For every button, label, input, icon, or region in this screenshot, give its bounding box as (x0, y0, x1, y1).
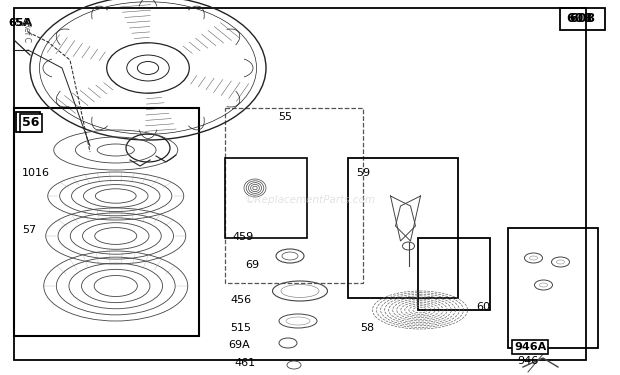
Text: 456: 456 (230, 295, 251, 305)
Text: 608: 608 (566, 12, 592, 25)
Text: 461: 461 (234, 358, 255, 368)
Text: 65A: 65A (8, 18, 32, 28)
Bar (560, 8, 605, 30)
Bar (508, 228, 598, 348)
Bar (348, 158, 458, 298)
Bar (225, 158, 307, 238)
Text: 58: 58 (360, 323, 374, 333)
Bar (225, 108, 363, 283)
Text: 69A: 69A (228, 340, 250, 350)
Text: 56: 56 (22, 116, 40, 129)
Text: 55: 55 (278, 112, 292, 122)
Text: 608: 608 (570, 12, 595, 26)
Text: 946: 946 (517, 356, 538, 366)
Text: 1016: 1016 (22, 168, 50, 178)
Bar (418, 238, 490, 310)
Text: Ref C: Ref C (22, 22, 31, 42)
Bar (14, 108, 199, 336)
Text: 59: 59 (356, 168, 370, 178)
Text: 515: 515 (230, 323, 251, 333)
Text: 946A: 946A (514, 342, 546, 352)
Text: ©ReplacementParts.com: ©ReplacementParts.com (244, 195, 376, 205)
Text: 60: 60 (476, 302, 490, 312)
Text: 69: 69 (245, 260, 259, 270)
Text: 459: 459 (232, 232, 253, 242)
Text: 65A: 65A (8, 18, 30, 28)
Text: 56: 56 (19, 116, 37, 129)
Text: 57: 57 (22, 225, 36, 235)
